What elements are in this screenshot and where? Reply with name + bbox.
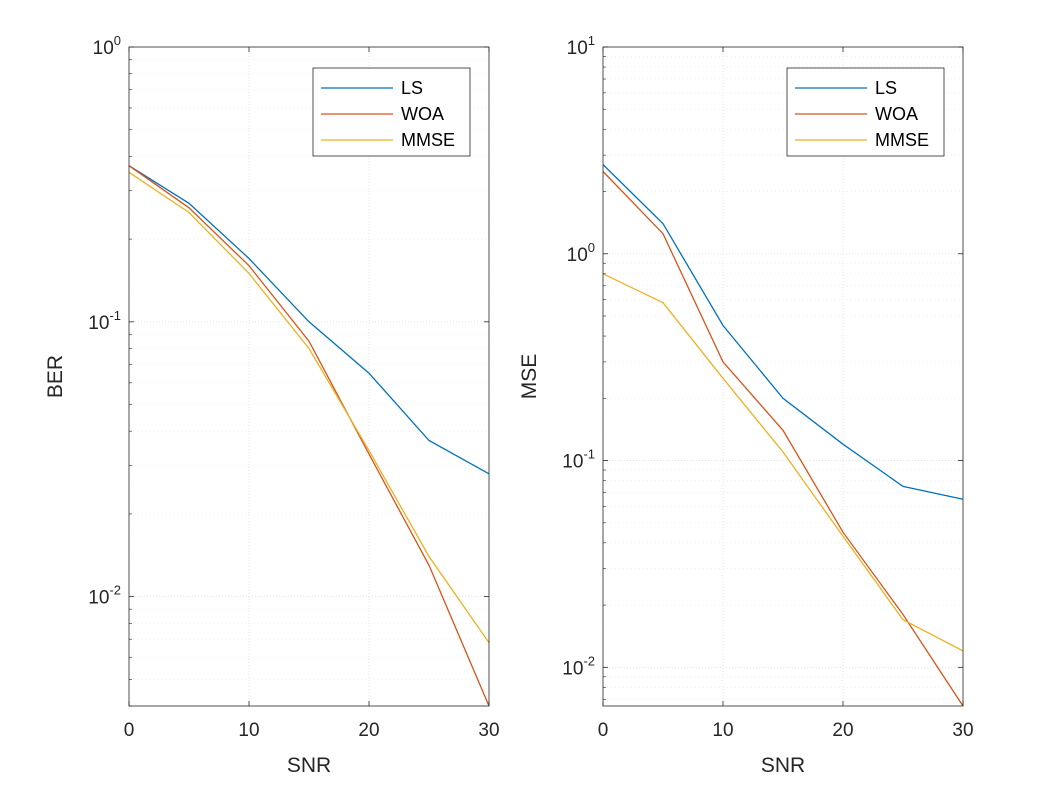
mse-ytick-label-1: 100 [567,240,595,266]
ber-ytick-label-1: 10-1 [88,308,121,334]
mse-ytick-label-3: 10-2 [562,653,595,679]
mse-xtick-label-0: 0 [598,720,609,741]
ber-axes-box [128,46,490,707]
ber-ytick-label-2: 10-2 [88,583,121,609]
ber-ytick-label-0: 100 [93,33,121,59]
mse-series-ls-line [602,164,964,500]
mse-plot-area [603,47,963,706]
ber-y-axis-label: BER [44,355,67,398]
mse-xtick-label-1: 10 [712,720,733,741]
ber-series-woa-line [128,165,490,707]
mse-legend-box [786,67,945,157]
ber-series-mmse-line [128,171,490,644]
mse-ytick-label-0: 101 [567,33,595,59]
ber-legend-box [312,67,471,157]
mse-axes-box [602,46,964,707]
ber-xtick-label-1: 10 [238,720,259,741]
ber-xtick-label-3: 30 [478,720,499,741]
ber-chart: 0 10 20 30 100 10-1 10-2 SNR BER LS WOA MMSE [44,33,500,777]
mse-xtick-label-3: 30 [952,720,973,741]
ber-series-ls-line [128,165,490,475]
mse-x-axis-label: SNR [761,754,805,777]
ber-legend: LS WOA MMSE [312,67,471,157]
mse-xtick-label-2: 20 [832,720,853,741]
mse-legend-label-woa: WOA [875,104,918,124]
mse-y-axis-label: MSE [518,354,541,400]
mse-legend: LS WOA MMSE [786,67,945,157]
mse-ytick-label-2: 10-1 [562,447,595,473]
mse-series-woa-line [602,171,964,707]
ber-legend-label-woa: WOA [401,104,444,124]
mse-chart: 0 10 20 30 101 100 10-1 10-2 SNR MSE LS WOA MMSE [518,33,974,777]
mse-series-mmse-line [602,273,964,652]
mse-legend-label-mmse: MMSE [875,130,929,150]
ber-x-axis-label: SNR [287,754,331,777]
ber-xtick-label-0: 0 [124,720,135,741]
ber-legend-label-ls: LS [401,78,423,98]
ber-xtick-label-2: 20 [358,720,379,741]
ber-legend-label-mmse: MMSE [401,130,455,150]
mse-legend-label-ls: LS [875,78,897,98]
